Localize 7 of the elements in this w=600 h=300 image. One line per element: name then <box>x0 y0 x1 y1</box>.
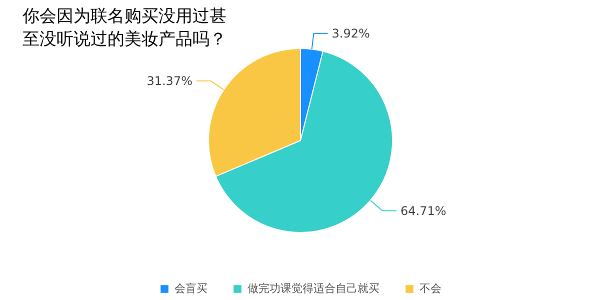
legend-label: 做完功课觉得适合自己就买 <box>248 281 380 296</box>
legend-label: 不会 <box>420 281 442 296</box>
data-label: 31.37% <box>146 74 192 88</box>
data-label: 64.71% <box>400 204 446 218</box>
legend-label: 会盲买 <box>174 281 208 296</box>
chart-title: 你会因为联名购买没用过甚至没听说过的美妆产品吗？ <box>22 6 226 50</box>
data-label: 3.92% <box>332 26 370 40</box>
